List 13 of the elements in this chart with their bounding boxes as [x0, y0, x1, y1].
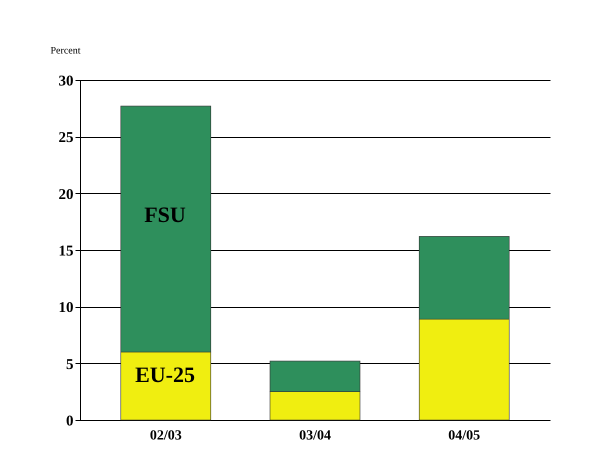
series-label: EU-25 [135, 362, 195, 387]
y-tick-label: 10 [58, 300, 74, 316]
x-tick-label: 04/05 [448, 428, 480, 444]
y-tick-label: 25 [58, 130, 74, 146]
y-tick-label: 0 [66, 414, 74, 430]
y-axis-title: Percent [50, 46, 81, 56]
y-tick-label: 15 [58, 244, 74, 260]
y-tick-label: 5 [66, 356, 74, 373]
x-tick-label: 03/04 [299, 428, 331, 444]
y-tick-label: 20 [58, 186, 74, 203]
series-label: FSU [144, 202, 186, 227]
x-tick-label: 02/03 [150, 428, 182, 444]
y-tick-label: 30 [58, 74, 74, 90]
